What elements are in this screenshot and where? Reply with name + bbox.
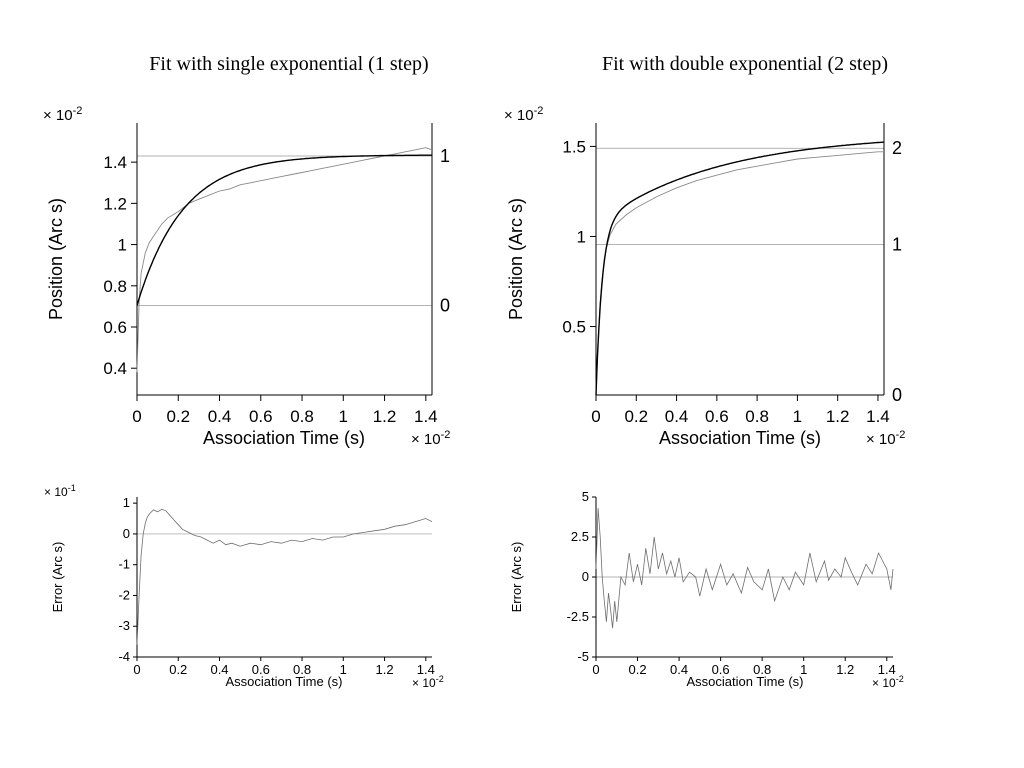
fit1-y-tick-label: 0.4 <box>103 359 127 378</box>
fit2-y-tick-label: 1 <box>577 227 586 246</box>
err2-y-axis-label: Error (Arc s) <box>509 542 524 613</box>
fit1-x-tick-label: 0.4 <box>208 407 232 426</box>
err2-y-tick-label: 0 <box>582 569 589 584</box>
fit2-step-label-0: 0 <box>892 385 902 405</box>
fit1-x-tick-label: 0.2 <box>166 407 190 426</box>
err1-y-tick-label: -3 <box>118 618 130 633</box>
err1-x-tick-label: 0.2 <box>169 662 187 677</box>
err2-y-tick-label: 2.5 <box>571 529 589 544</box>
err1-x-tick-label: 0 <box>133 662 140 677</box>
fit2-x-tick-label: 0.6 <box>705 407 729 426</box>
fit1-y-tick-label: 0.8 <box>103 277 127 296</box>
fit1-title: Fit with single exponential (1 step) <box>149 53 428 75</box>
fit1-fit-line <box>136 154 432 306</box>
err1-panel: 0 0.2 0.4 0.6 0.8 1 1.2 1.4-4-3-2-101Associatio… <box>44 483 444 690</box>
err2-x-tick-label: 1.4 <box>878 662 896 677</box>
err2-x-tick-label: 0.6 <box>712 662 730 677</box>
fit1-step-label-1: 1 <box>440 146 450 166</box>
fit1-data-line <box>136 147 433 373</box>
fit2-data-line <box>595 151 884 390</box>
err1-x-tick-label: 0.6 <box>252 662 270 677</box>
err2-x-tick-label: 0 <box>592 662 599 677</box>
err1-x-tick-label: 1.2 <box>376 662 394 677</box>
err1-error-line <box>136 508 433 645</box>
err2-x-axis-label: Association Time (s) <box>686 674 803 689</box>
err2-x-tick-label: 1.2 <box>836 662 854 677</box>
fit2-step-label-1: 1 <box>892 235 902 255</box>
fit2-panel: Fit with double exponential (2 step) 0 1 2 0… <box>504 53 905 448</box>
fit2-x-tick-label: 0 <box>591 407 600 426</box>
err1-x-tick-label: 1.4 <box>417 662 435 677</box>
fit1-y-multiplier: × 10-2 <box>43 105 82 124</box>
fit2-x-tick-label: 1.4 <box>866 407 890 426</box>
fit1-y-axis-label: Position (Arc s) <box>46 198 66 320</box>
fit1-x-tick-label: 0 <box>132 407 141 426</box>
fit1-y-tick-label: 0.6 <box>103 318 127 337</box>
fit2-x-tick-label: 0.2 <box>624 407 648 426</box>
err2-y-tick-label: -5 <box>577 649 589 664</box>
err2-x-tick-label: 1 <box>800 662 807 677</box>
err1-x-multiplier: × 10-2 <box>412 674 444 690</box>
err1-y-tick-label: -2 <box>118 587 130 602</box>
fit1-x-tick-label: 0.6 <box>249 407 273 426</box>
err1-y-tick-label: -4 <box>118 649 130 664</box>
fit2-y-tick-label: 0.5 <box>562 318 586 337</box>
err1-x-tick-label: 0.8 <box>293 662 311 677</box>
err1-y-multiplier: × 10-1 <box>44 483 76 499</box>
fit1-y-tick-label: 1.2 <box>103 194 127 213</box>
fit1-x-tick-label: 1.2 <box>373 407 397 426</box>
fit1-step-label-0: 0 <box>440 295 450 315</box>
fit2-x-tick-label: 0.8 <box>745 407 769 426</box>
err1-x-tick-label: 1 <box>340 662 347 677</box>
err2-x-tick-label: 0.4 <box>670 662 688 677</box>
fit1-y-tick-label: 1.4 <box>103 153 127 172</box>
fit2-x-tick-label: 0.4 <box>665 407 689 426</box>
err2-error-line <box>595 508 894 629</box>
fit1-x-tick-label: 0.8 <box>290 407 314 426</box>
err2-y-tick-label: -2.5 <box>567 609 589 624</box>
err1-y-tick-label: 1 <box>123 495 130 510</box>
fit2-y-tick-label: 1.5 <box>562 137 586 156</box>
fit1-panel: Fit with single exponential (1 step) 0 1 0 0… <box>43 53 450 448</box>
err1-x-axis-label: Association Time (s) <box>225 674 342 689</box>
fit2-y-multiplier: × 10-2 <box>504 105 543 124</box>
fit2-x-tick-label: 1 <box>793 407 802 426</box>
fit2-x-axis-label: Association Time (s) <box>659 428 821 448</box>
fit2-step-label-2: 2 <box>892 138 902 158</box>
fit2-x-multiplier: × 10-2 <box>866 429 905 448</box>
err2-x-tick-label: 0.8 <box>753 662 771 677</box>
fit1-x-axis-label: Association Time (s) <box>203 428 365 448</box>
err2-x-multiplier: × 10-2 <box>872 674 904 690</box>
err2-y-tick-label: 5 <box>582 489 589 504</box>
fit1-x-multiplier: × 10-2 <box>411 429 450 448</box>
fit2-y-axis-label: Position (Arc s) <box>506 198 526 320</box>
fit2-title: Fit with double exponential (2 step) <box>602 53 888 75</box>
err1-y-tick-label: 0 <box>123 526 130 541</box>
fit1-x-tick-label: 1.4 <box>414 407 438 426</box>
fit2-x-tick-label: 1.2 <box>826 407 850 426</box>
err1-y-axis-label: Error (Arc s) <box>50 542 65 613</box>
fit1-y-tick-label: 1 <box>118 236 127 255</box>
err1-y-tick-label: -1 <box>118 557 130 572</box>
fit1-x-tick-label: 1 <box>339 407 348 426</box>
err2-panel: 0 0.2 0.4 0.6 0.8 1 1.2 1.4 -5 -2.5 0 2.5 5 Associati… <box>509 489 904 690</box>
fit2-fit-line <box>595 141 885 396</box>
err2-x-tick-label: 0.2 <box>628 662 646 677</box>
err1-x-tick-label: 0.4 <box>210 662 228 677</box>
